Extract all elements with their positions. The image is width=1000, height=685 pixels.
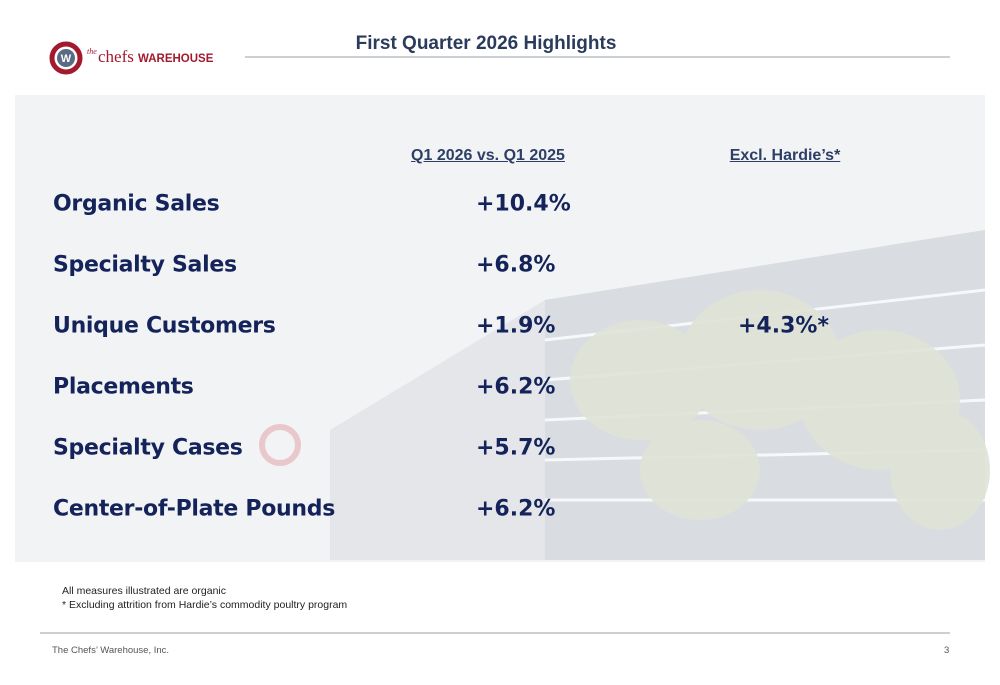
logo-the: the [87,47,97,56]
footer-company: The Chefs’ Warehouse, Inc. [52,645,170,656]
row-label: Specialty Cases [53,435,243,461]
page-number: 3 [944,645,950,656]
logo-chefs: chefs [98,47,134,66]
change-value: +6.2% [476,496,556,522]
excl-value: +4.3%* [738,313,829,339]
row-label: Specialty Sales [53,252,237,278]
logo-warehouse: WAREHOUSE [138,53,214,65]
note: All measures illustrated are organic [62,585,226,597]
row-label: Unique Customers [53,313,276,339]
row-label: Placements [53,374,194,400]
change-value: +6.2% [476,374,556,400]
title: First Quarter 2026 Highlights [355,33,617,54]
logo-mark: W [61,53,72,65]
row-label: Organic Sales [53,191,220,217]
change-value: +6.8% [476,252,556,278]
change-value: +5.7% [476,435,556,461]
change-value: +1.9% [476,313,556,339]
note: * Excluding attrition from Hardie’s comm… [62,599,348,611]
column-header: Q1 2026 vs. Q1 2025 [411,147,565,164]
row-label: Center-of-Plate Pounds [53,496,335,522]
column-header: Excl. Hardie’s* [729,147,841,164]
change-value: +10.4% [476,191,571,217]
